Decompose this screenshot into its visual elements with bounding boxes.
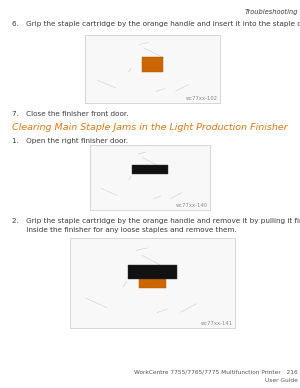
Text: 6.  Grip the staple cartridge by the orange handle and insert it into the staple: 6. Grip the staple cartridge by the oran… bbox=[12, 21, 300, 27]
Text: wc77xx-140: wc77xx-140 bbox=[176, 203, 208, 208]
Bar bbox=[139, 268, 166, 288]
Text: inside the finisher for any loose staples and remove them.: inside the finisher for any loose staple… bbox=[12, 227, 237, 233]
Text: 1.  Open the right finisher door.: 1. Open the right finisher door. bbox=[12, 138, 128, 144]
Text: wc77xx-102: wc77xx-102 bbox=[186, 96, 218, 101]
Text: 2.  Grip the staple cartridge by the orange handle and remove it by pulling it f: 2. Grip the staple cartridge by the oran… bbox=[12, 218, 300, 224]
Bar bbox=[85, 35, 220, 103]
Bar bbox=[128, 265, 177, 279]
Text: Troubleshooting: Troubleshooting bbox=[244, 9, 298, 15]
Text: wc77xx-141: wc77xx-141 bbox=[201, 321, 233, 326]
Bar bbox=[70, 238, 235, 328]
Text: Clearing Main Staple Jams in the Light Production Finisher: Clearing Main Staple Jams in the Light P… bbox=[12, 123, 288, 132]
Text: User Guide: User Guide bbox=[265, 378, 298, 383]
Bar bbox=[142, 57, 163, 73]
Bar bbox=[132, 165, 168, 174]
Bar bbox=[90, 145, 210, 210]
Text: WorkCentre 7755/7765/7775 Multifunction Printer 216: WorkCentre 7755/7765/7775 Multifunction … bbox=[134, 370, 298, 375]
Text: 7.  Close the finisher front door.: 7. Close the finisher front door. bbox=[12, 111, 128, 117]
